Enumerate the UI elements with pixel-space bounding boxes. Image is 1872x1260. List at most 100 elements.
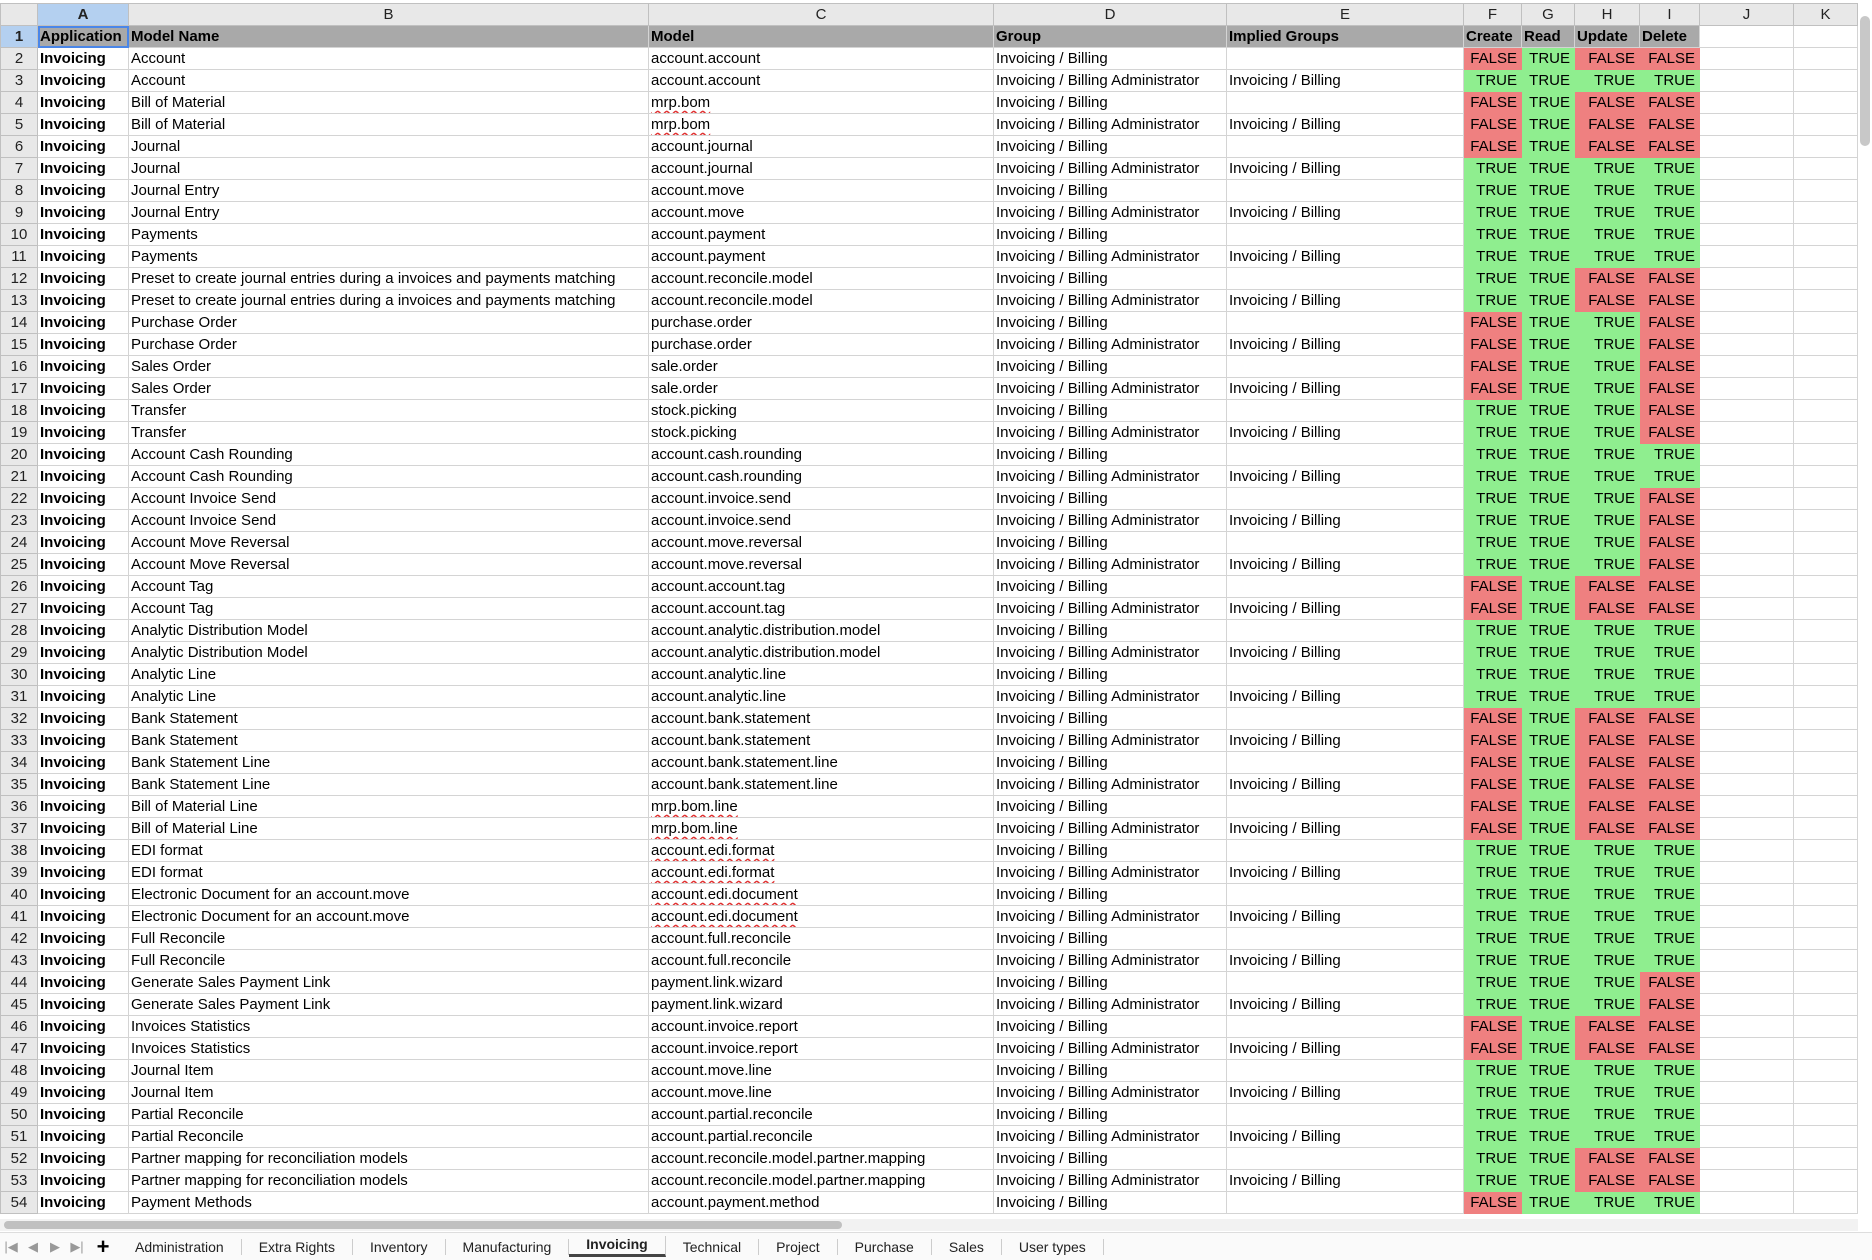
model-cell[interactable]: account.move [648, 201, 994, 224]
read-cell[interactable]: TRUE [1521, 795, 1575, 818]
empty-cell[interactable] [1699, 619, 1794, 642]
delete-cell[interactable]: TRUE [1639, 619, 1700, 642]
row-header[interactable]: 36 [0, 795, 38, 818]
read-cell[interactable]: TRUE [1521, 817, 1575, 840]
model-name-cell[interactable]: Partial Reconcile [128, 1125, 649, 1148]
delete-cell[interactable]: TRUE [1639, 905, 1700, 928]
model-cell[interactable]: account.cash.rounding [648, 443, 994, 466]
update-cell[interactable]: TRUE [1574, 663, 1640, 686]
update-cell[interactable]: TRUE [1574, 641, 1640, 664]
implied-groups-cell[interactable]: Invoicing / Billing [1226, 817, 1464, 840]
empty-cell[interactable] [1699, 1015, 1794, 1038]
application-cell[interactable]: Invoicing [37, 1147, 129, 1170]
model-name-cell[interactable]: Partner mapping for reconciliation model… [128, 1169, 649, 1192]
empty-cell[interactable] [1793, 795, 1858, 818]
update-cell[interactable]: TRUE [1574, 69, 1640, 92]
group-cell[interactable]: Invoicing / Billing Administrator [993, 333, 1227, 356]
update-cell[interactable]: TRUE [1574, 531, 1640, 554]
read-cell[interactable]: TRUE [1521, 1037, 1575, 1060]
row-header[interactable]: 13 [0, 289, 38, 312]
read-cell[interactable]: TRUE [1521, 861, 1575, 884]
model-name-cell[interactable]: Analytic Line [128, 685, 649, 708]
column-header-d[interactable]: D [993, 3, 1227, 26]
row-header[interactable]: 29 [0, 641, 38, 664]
model-cell[interactable]: account.bank.statement.line [648, 773, 994, 796]
model-cell[interactable]: account.edi.format [648, 839, 994, 862]
empty-cell[interactable] [1699, 575, 1794, 598]
implied-groups-cell[interactable] [1226, 47, 1464, 70]
model-name-cell[interactable]: Full Reconcile [128, 949, 649, 972]
model-cell[interactable]: account.full.reconcile [648, 949, 994, 972]
application-cell[interactable]: Invoicing [37, 91, 129, 114]
application-cell[interactable]: Invoicing [37, 399, 129, 422]
sheet-tab-user-types[interactable]: User types [1002, 1238, 1104, 1255]
horizontal-scrollbar-thumb[interactable] [4, 1221, 842, 1229]
header-cell[interactable]: Create [1463, 25, 1522, 48]
model-name-cell[interactable]: Bill of Material [128, 91, 649, 114]
last-sheet-icon[interactable]: ▶| [70, 1238, 84, 1254]
empty-cell[interactable] [1699, 399, 1794, 422]
model-cell[interactable]: account.bank.statement [648, 707, 994, 730]
row-header[interactable]: 45 [0, 993, 38, 1016]
application-cell[interactable]: Invoicing [37, 817, 129, 840]
application-cell[interactable]: Invoicing [37, 883, 129, 906]
model-cell[interactable]: account.account.tag [648, 575, 994, 598]
delete-cell[interactable]: TRUE [1639, 1059, 1700, 1082]
row-header[interactable]: 46 [0, 1015, 38, 1038]
group-cell[interactable]: Invoicing / Billing Administrator [993, 905, 1227, 928]
create-cell[interactable]: TRUE [1463, 949, 1522, 972]
model-name-cell[interactable]: Journal [128, 157, 649, 180]
model-name-cell[interactable]: Electronic Document for an account.move [128, 883, 649, 906]
empty-cell[interactable] [1793, 751, 1858, 774]
empty-cell[interactable] [1699, 553, 1794, 576]
read-cell[interactable]: TRUE [1521, 487, 1575, 510]
implied-groups-cell[interactable]: Invoicing / Billing [1226, 113, 1464, 136]
row-header[interactable]: 50 [0, 1103, 38, 1126]
empty-cell[interactable] [1699, 1125, 1794, 1148]
model-cell[interactable]: account.edi.format [648, 861, 994, 884]
read-cell[interactable]: TRUE [1521, 883, 1575, 906]
delete-cell[interactable]: TRUE [1639, 839, 1700, 862]
create-cell[interactable]: TRUE [1463, 553, 1522, 576]
row-header[interactable]: 27 [0, 597, 38, 620]
sheet-tab-technical[interactable]: Technical [666, 1238, 760, 1255]
application-cell[interactable]: Invoicing [37, 685, 129, 708]
read-cell[interactable]: TRUE [1521, 619, 1575, 642]
update-cell[interactable]: TRUE [1574, 223, 1640, 246]
update-cell[interactable]: FALSE [1574, 817, 1640, 840]
empty-cell[interactable] [1699, 1081, 1794, 1104]
application-cell[interactable]: Invoicing [37, 157, 129, 180]
row-header[interactable]: 11 [0, 245, 38, 268]
empty-cell[interactable] [1793, 905, 1858, 928]
empty-cell[interactable] [1699, 971, 1794, 994]
implied-groups-cell[interactable]: Invoicing / Billing [1226, 1169, 1464, 1192]
empty-cell[interactable] [1793, 509, 1858, 532]
update-cell[interactable]: TRUE [1574, 971, 1640, 994]
group-cell[interactable]: Invoicing / Billing [993, 883, 1227, 906]
create-cell[interactable]: FALSE [1463, 817, 1522, 840]
row-header[interactable]: 51 [0, 1125, 38, 1148]
read-cell[interactable]: TRUE [1521, 509, 1575, 532]
read-cell[interactable]: TRUE [1521, 993, 1575, 1016]
create-cell[interactable]: FALSE [1463, 333, 1522, 356]
empty-cell[interactable] [1699, 113, 1794, 136]
empty-cell[interactable] [1699, 905, 1794, 928]
empty-cell[interactable] [1699, 377, 1794, 400]
model-name-cell[interactable]: Bank Statement Line [128, 751, 649, 774]
row-header[interactable]: 19 [0, 421, 38, 444]
create-cell[interactable]: TRUE [1463, 245, 1522, 268]
model-cell[interactable]: stock.picking [648, 399, 994, 422]
row-header[interactable]: 10 [0, 223, 38, 246]
application-cell[interactable]: Invoicing [37, 905, 129, 928]
application-cell[interactable]: Invoicing [37, 333, 129, 356]
empty-cell[interactable] [1699, 91, 1794, 114]
model-name-cell[interactable]: Purchase Order [128, 333, 649, 356]
empty-cell[interactable] [1699, 223, 1794, 246]
column-header-a[interactable]: A [37, 3, 129, 26]
model-cell[interactable]: payment.link.wizard [648, 971, 994, 994]
implied-groups-cell[interactable] [1226, 487, 1464, 510]
column-header-h[interactable]: H [1574, 3, 1640, 26]
implied-groups-cell[interactable]: Invoicing / Billing [1226, 1125, 1464, 1148]
implied-groups-cell[interactable]: Invoicing / Billing [1226, 333, 1464, 356]
model-cell[interactable]: account.payment [648, 223, 994, 246]
